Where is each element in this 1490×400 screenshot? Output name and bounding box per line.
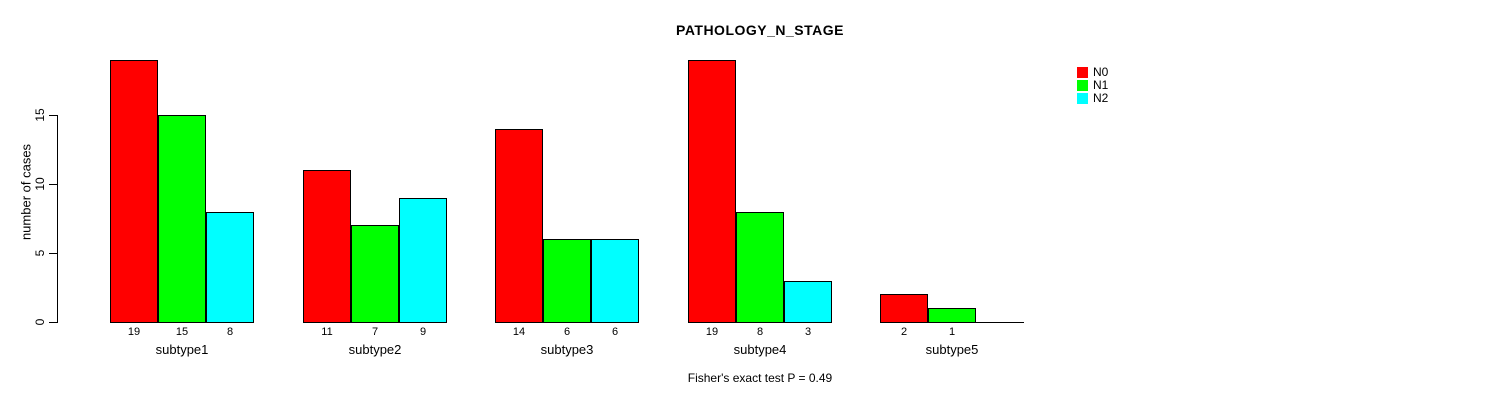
x-category-label-subtype1: subtype1 xyxy=(155,342,209,357)
y-tick-label: 5 xyxy=(33,249,47,257)
bar-n1-subtype4 xyxy=(736,212,784,323)
bar-value-label: 3 xyxy=(804,326,812,338)
bar-n0-subtype3 xyxy=(495,129,543,323)
y-tick-mark xyxy=(49,184,57,185)
y-tick-label: 15 xyxy=(33,108,47,122)
y-axis-label: number of cases xyxy=(18,143,34,241)
bar-value-label: 1 xyxy=(948,326,956,338)
legend-item-n1: N1 xyxy=(1077,79,1108,92)
y-tick-mark xyxy=(49,322,57,323)
bar-value-label: 11 xyxy=(321,326,333,338)
y-tick-mark xyxy=(49,115,57,116)
bar-n1-subtype5 xyxy=(928,308,976,323)
bar-n2-subtype2 xyxy=(399,198,447,323)
bar-value-label: 2 xyxy=(900,326,908,338)
y-tick-label: 10 xyxy=(33,177,47,191)
legend-item-n2: N2 xyxy=(1077,92,1108,105)
stat-test-annotation: Fisher's exact test P = 0.49 xyxy=(687,371,833,385)
x-category-label-subtype2: subtype2 xyxy=(348,342,402,357)
y-tick-mark xyxy=(49,253,57,254)
x-category-label-subtype3: subtype3 xyxy=(540,342,594,357)
legend-swatch-icon xyxy=(1077,80,1088,91)
legend-swatch-icon xyxy=(1077,93,1088,104)
bar-value-label: 15 xyxy=(175,326,189,338)
bar-n0-subtype2 xyxy=(303,170,351,323)
bar-value-label: 8 xyxy=(756,326,764,338)
bar-value-label: 9 xyxy=(419,326,427,338)
bar-value-label: 14 xyxy=(512,326,526,338)
bar-value-label: 19 xyxy=(127,326,141,338)
legend-item-n0: N0 xyxy=(1077,66,1108,79)
bar-n0-subtype4 xyxy=(688,60,736,323)
bar-value-label: 19 xyxy=(705,326,719,338)
bar-n1-subtype2 xyxy=(351,225,399,323)
bar-zero-n2-subtype5 xyxy=(976,322,1024,323)
bar-value-label: 7 xyxy=(371,326,379,338)
y-axis-line xyxy=(57,115,58,323)
y-tick-label: 0 xyxy=(33,318,47,326)
legend-label: N2 xyxy=(1093,91,1109,105)
bar-value-label: 6 xyxy=(563,326,571,338)
legend-label: N1 xyxy=(1093,78,1109,92)
bar-n2-subtype1 xyxy=(206,212,254,323)
bar-n2-subtype4 xyxy=(784,281,832,323)
bar-n0-subtype5 xyxy=(880,294,928,323)
legend-label: N0 xyxy=(1093,65,1109,79)
bar-value-label: 6 xyxy=(611,326,619,338)
x-category-label-subtype4: subtype4 xyxy=(733,342,787,357)
bar-n2-subtype3 xyxy=(591,239,639,323)
legend: N0 N1 N2 xyxy=(1077,66,1108,105)
x-category-label-subtype5: subtype5 xyxy=(925,342,979,357)
legend-swatch-icon xyxy=(1077,67,1088,78)
bar-n1-subtype3 xyxy=(543,239,591,323)
chart-title: PATHOLOGY_N_STAGE xyxy=(676,22,844,38)
bar-value-label: 8 xyxy=(226,326,234,338)
bar-n0-subtype1 xyxy=(110,60,158,323)
bar-n1-subtype1 xyxy=(158,115,206,323)
